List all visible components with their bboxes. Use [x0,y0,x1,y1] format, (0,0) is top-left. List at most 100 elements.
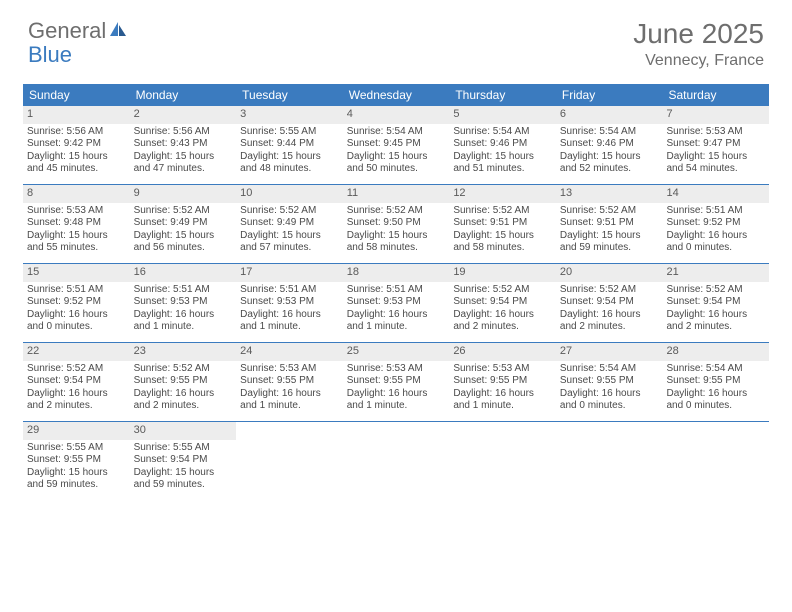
day-line-ss: Sunset: 9:55 PM [347,375,446,388]
day-number: 21 [662,264,769,282]
logo-text-general: General [28,18,106,44]
day-header-fri: Friday [556,84,663,106]
day-body: Sunrise: 5:54 AMSunset: 9:55 PMDaylight:… [556,361,663,417]
day-line-dl2: and 52 minutes. [560,163,659,176]
day-cell: 6Sunrise: 5:54 AMSunset: 9:46 PMDaylight… [556,106,663,184]
day-line-sr: Sunrise: 5:52 AM [134,205,233,218]
day-line-dl1: Daylight: 16 hours [134,309,233,322]
day-line-ss: Sunset: 9:55 PM [134,375,233,388]
day-line-sr: Sunrise: 5:53 AM [27,205,126,218]
day-line-dl1: Daylight: 15 hours [134,230,233,243]
day-number: 20 [556,264,663,282]
day-line-ss: Sunset: 9:55 PM [27,454,126,467]
day-cell [236,422,343,500]
day-line-ss: Sunset: 9:49 PM [134,217,233,230]
day-cell: 26Sunrise: 5:53 AMSunset: 9:55 PMDayligh… [449,343,556,421]
day-number: 29 [23,422,130,440]
day-cell: 28Sunrise: 5:54 AMSunset: 9:55 PMDayligh… [662,343,769,421]
day-line-dl1: Daylight: 16 hours [453,388,552,401]
day-line-ss: Sunset: 9:55 PM [453,375,552,388]
day-body: Sunrise: 5:54 AMSunset: 9:46 PMDaylight:… [449,124,556,180]
day-line-ss: Sunset: 9:55 PM [240,375,339,388]
day-line-ss: Sunset: 9:50 PM [347,217,446,230]
day-line-dl2: and 58 minutes. [453,242,552,255]
day-cell [662,422,769,500]
day-body: Sunrise: 5:54 AMSunset: 9:45 PMDaylight:… [343,124,450,180]
day-number: 14 [662,185,769,203]
location: Vennecy, France [633,52,764,70]
day-number: 23 [130,343,237,361]
day-line-ss: Sunset: 9:54 PM [666,296,765,309]
day-body: Sunrise: 5:53 AMSunset: 9:55 PMDaylight:… [449,361,556,417]
day-line-dl2: and 1 minute. [453,400,552,413]
day-line-dl1: Daylight: 15 hours [134,151,233,164]
day-line-ss: Sunset: 9:43 PM [134,138,233,151]
day-cell: 13Sunrise: 5:52 AMSunset: 9:51 PMDayligh… [556,185,663,263]
day-line-sr: Sunrise: 5:53 AM [453,363,552,376]
day-line-sr: Sunrise: 5:53 AM [347,363,446,376]
day-line-dl1: Daylight: 16 hours [240,388,339,401]
day-line-sr: Sunrise: 5:55 AM [240,126,339,139]
day-line-dl2: and 59 minutes. [560,242,659,255]
day-cell: 29Sunrise: 5:55 AMSunset: 9:55 PMDayligh… [23,422,130,500]
day-line-ss: Sunset: 9:53 PM [134,296,233,309]
day-number: 3 [236,106,343,124]
day-line-dl1: Daylight: 16 hours [560,388,659,401]
day-line-ss: Sunset: 9:46 PM [453,138,552,151]
day-line-sr: Sunrise: 5:52 AM [560,205,659,218]
day-line-ss: Sunset: 9:54 PM [560,296,659,309]
day-number: 12 [449,185,556,203]
day-cell: 20Sunrise: 5:52 AMSunset: 9:54 PMDayligh… [556,264,663,342]
day-body: Sunrise: 5:52 AMSunset: 9:54 PMDaylight:… [662,282,769,338]
day-line-sr: Sunrise: 5:54 AM [560,126,659,139]
day-cell: 2Sunrise: 5:56 AMSunset: 9:43 PMDaylight… [130,106,237,184]
day-cell: 5Sunrise: 5:54 AMSunset: 9:46 PMDaylight… [449,106,556,184]
logo-line2: Blue [28,42,72,68]
day-cell: 15Sunrise: 5:51 AMSunset: 9:52 PMDayligh… [23,264,130,342]
logo: General [28,18,129,44]
day-line-dl2: and 0 minutes. [666,242,765,255]
week-row: 22Sunrise: 5:52 AMSunset: 9:54 PMDayligh… [23,343,769,422]
day-number: 16 [130,264,237,282]
day-number: 10 [236,185,343,203]
day-body: Sunrise: 5:52 AMSunset: 9:54 PMDaylight:… [23,361,130,417]
day-number: 22 [23,343,130,361]
day-line-dl1: Daylight: 16 hours [560,309,659,322]
day-line-dl2: and 2 minutes. [134,400,233,413]
day-cell: 19Sunrise: 5:52 AMSunset: 9:54 PMDayligh… [449,264,556,342]
day-number: 27 [556,343,663,361]
day-line-dl1: Daylight: 16 hours [347,309,446,322]
day-line-ss: Sunset: 9:51 PM [453,217,552,230]
day-number: 19 [449,264,556,282]
day-number: 24 [236,343,343,361]
day-cell: 16Sunrise: 5:51 AMSunset: 9:53 PMDayligh… [130,264,237,342]
day-line-dl2: and 2 minutes. [666,321,765,334]
day-line-dl2: and 47 minutes. [134,163,233,176]
day-line-dl1: Daylight: 15 hours [560,230,659,243]
day-line-dl2: and 2 minutes. [560,321,659,334]
day-line-ss: Sunset: 9:54 PM [27,375,126,388]
day-body: Sunrise: 5:55 AMSunset: 9:44 PMDaylight:… [236,124,343,180]
day-cell: 27Sunrise: 5:54 AMSunset: 9:55 PMDayligh… [556,343,663,421]
day-line-dl1: Daylight: 15 hours [27,467,126,480]
day-cell: 23Sunrise: 5:52 AMSunset: 9:55 PMDayligh… [130,343,237,421]
day-cell: 9Sunrise: 5:52 AMSunset: 9:49 PMDaylight… [130,185,237,263]
day-line-dl1: Daylight: 15 hours [240,230,339,243]
day-line-dl2: and 57 minutes. [240,242,339,255]
week-row: 29Sunrise: 5:55 AMSunset: 9:55 PMDayligh… [23,422,769,500]
day-line-sr: Sunrise: 5:52 AM [453,205,552,218]
day-line-dl2: and 0 minutes. [560,400,659,413]
day-body: Sunrise: 5:53 AMSunset: 9:55 PMDaylight:… [343,361,450,417]
day-cell: 25Sunrise: 5:53 AMSunset: 9:55 PMDayligh… [343,343,450,421]
day-line-sr: Sunrise: 5:54 AM [560,363,659,376]
day-line-dl2: and 0 minutes. [666,400,765,413]
day-body: Sunrise: 5:52 AMSunset: 9:54 PMDaylight:… [449,282,556,338]
day-line-dl2: and 50 minutes. [347,163,446,176]
day-number: 2 [130,106,237,124]
day-line-sr: Sunrise: 5:54 AM [666,363,765,376]
day-number: 26 [449,343,556,361]
day-header-tue: Tuesday [236,84,343,106]
day-line-dl1: Daylight: 16 hours [666,230,765,243]
day-line-ss: Sunset: 9:55 PM [560,375,659,388]
day-line-sr: Sunrise: 5:52 AM [453,284,552,297]
